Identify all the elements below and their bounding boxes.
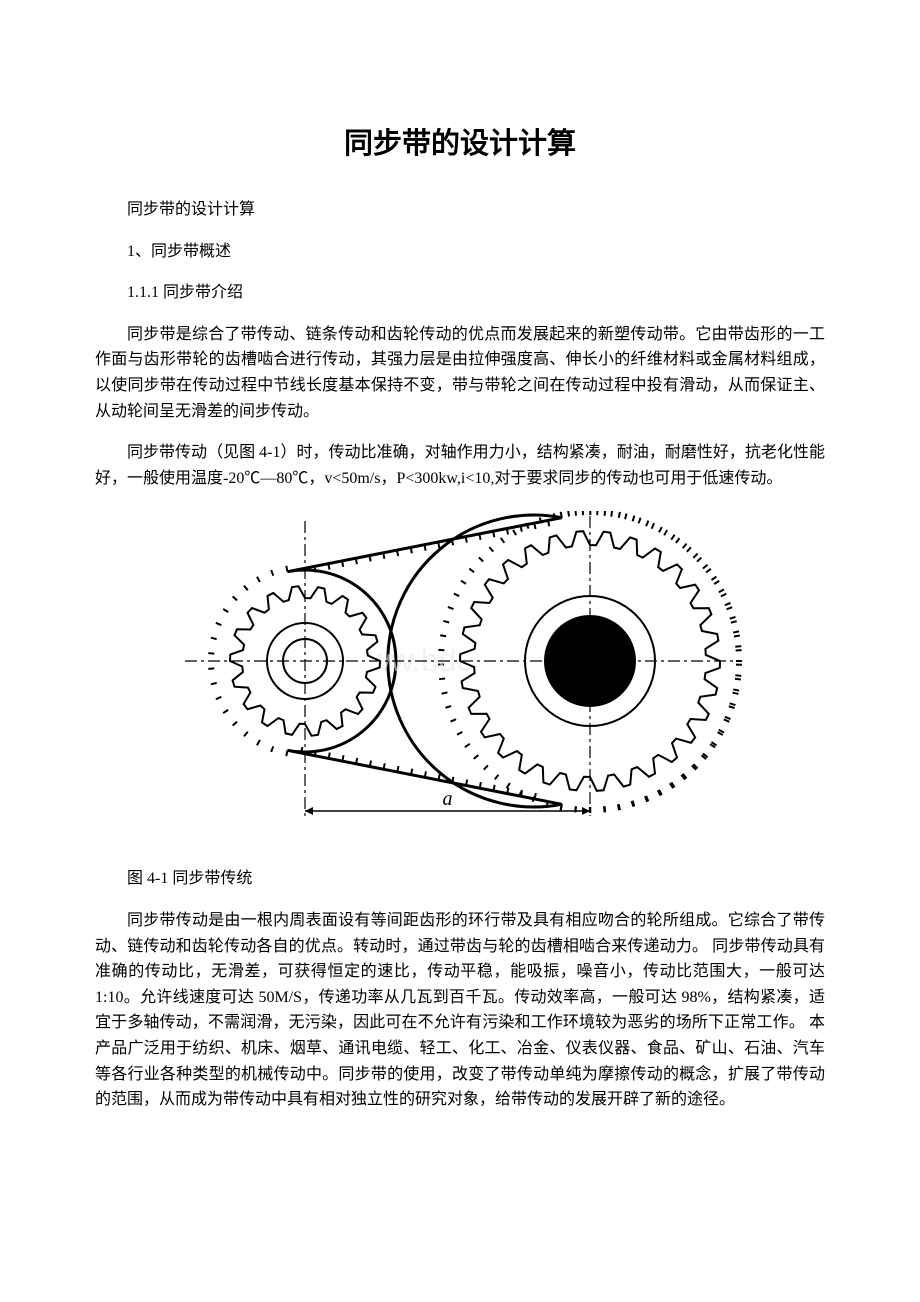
- intro-line: 同步带的设计计算: [95, 197, 825, 223]
- figure-4-1: www.bdocx.coma: [95, 511, 825, 846]
- synchronous-belt-diagram: www.bdocx.coma: [175, 511, 745, 841]
- section-1-heading: 1、同步带概述: [95, 239, 825, 265]
- paragraph-2: 同步带传动（见图 4-1）时，传动比准确，对轴作用力小，结构紧凑，耐油，耐磨性好…: [95, 440, 825, 491]
- figure-4-1-caption: 图 4-1 同步带传统: [95, 866, 825, 892]
- svg-text:a: a: [443, 788, 453, 810]
- paragraph-3: 同步带传动是由一根内周表面设有等间距齿形的环行带及具有相应吻合的轮所组成。它综合…: [95, 908, 825, 1113]
- paragraph-1: 同步带是综合了带传动、链条传动和齿轮传动的优点而发展起来的新塑传动带。它由带齿形…: [95, 322, 825, 424]
- section-1-1-1-heading: 1.1.1 同步带介绍: [95, 280, 825, 306]
- document-title: 同步带的设计计算: [95, 120, 825, 162]
